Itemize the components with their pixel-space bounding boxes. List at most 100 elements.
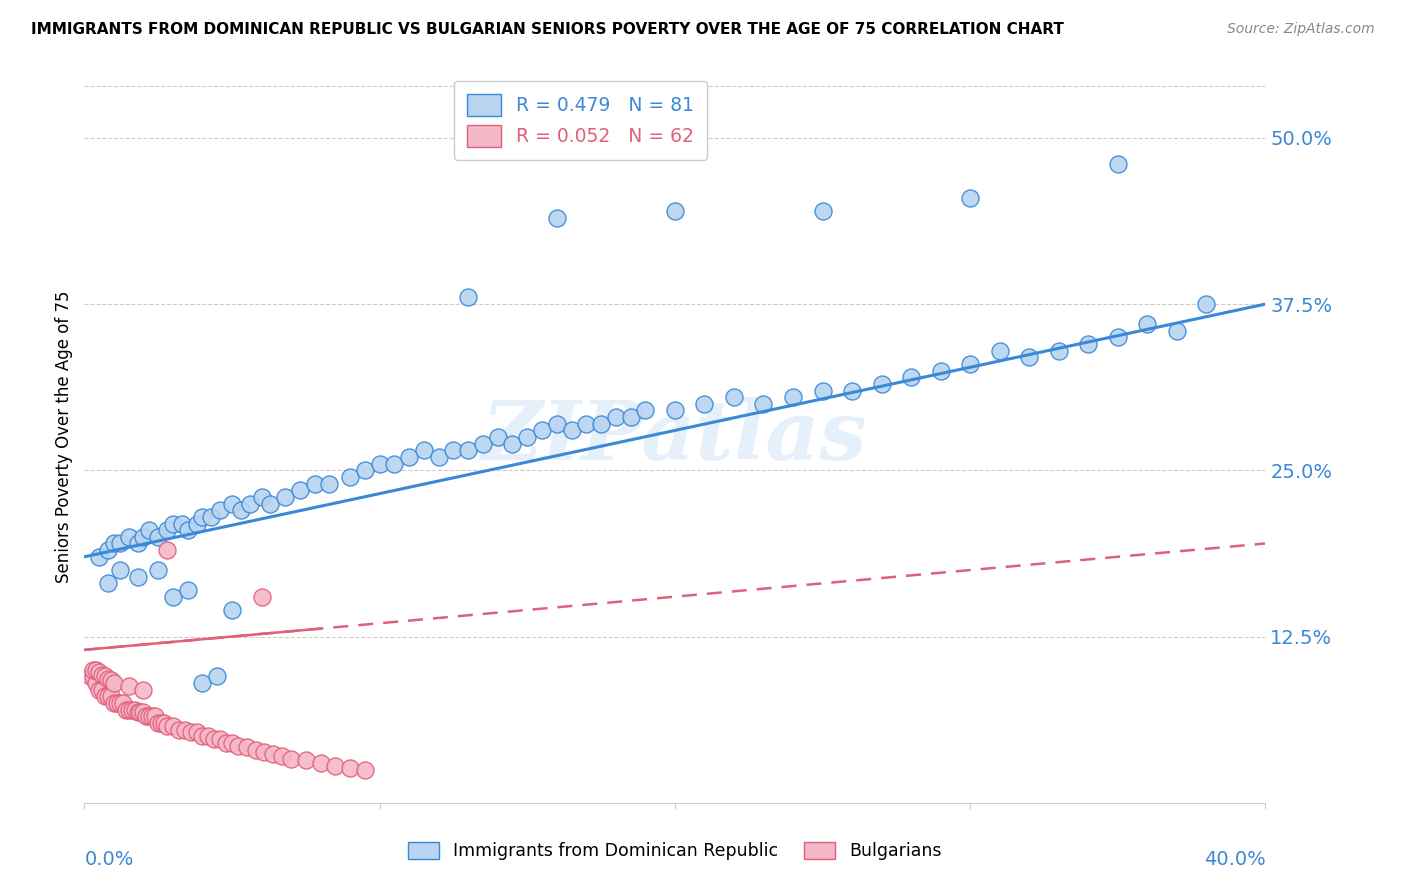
Point [811,204,834,219]
Point [191,509,214,524]
Point [288,483,311,498]
Point [153,716,176,731]
Point [197,729,219,743]
Point [111,696,134,710]
Point [148,716,170,731]
Point [546,211,568,225]
Point [132,682,155,697]
Point [177,582,200,597]
Point [253,745,276,759]
Point [82,669,104,683]
Point [339,470,361,484]
Point [200,509,222,524]
Point [546,417,568,431]
Point [202,731,225,746]
Point [103,696,125,710]
Point [457,443,479,458]
Point [180,725,202,739]
Point [516,430,538,444]
Point [103,676,125,690]
Point [132,530,155,544]
Point [105,696,128,710]
Point [162,719,184,733]
Point [309,756,332,770]
Point [84,676,107,690]
Point [100,673,122,688]
Point [118,679,141,693]
Point [162,516,184,531]
Point [100,690,122,704]
Point [1047,343,1070,358]
Point [167,723,190,737]
Point [929,363,952,377]
Point [97,543,120,558]
Point [84,663,107,677]
Point [94,669,117,683]
Point [486,430,509,444]
Point [531,424,554,438]
Point [118,703,141,717]
Point [575,417,598,431]
Point [1018,351,1040,365]
Point [162,590,184,604]
Point [97,690,120,704]
Point [191,729,214,743]
Point [103,536,125,550]
Point [1136,317,1159,331]
Point [143,709,166,723]
Point [239,497,262,511]
Point [354,763,377,777]
Point [108,563,131,577]
Point [250,590,273,604]
Point [959,191,981,205]
Point [138,709,160,723]
Point [1107,157,1129,171]
Point [339,761,361,775]
Point [173,723,195,737]
Point [900,370,922,384]
Point [271,749,294,764]
Point [1077,337,1099,351]
Point [870,376,893,391]
Point [186,725,208,739]
Point [295,753,318,767]
Point [591,417,613,431]
Point [156,543,179,558]
Point [664,403,686,417]
Point [634,403,657,417]
Text: IMMIGRANTS FROM DOMINICAN REPUBLIC VS BULGARIAN SENIORS POVERTY OVER THE AGE OF : IMMIGRANTS FROM DOMINICAN REPUBLIC VS BU… [31,22,1064,37]
Point [221,736,243,750]
Point [127,536,149,550]
Point [156,719,179,733]
Text: Source: ZipAtlas.com: Source: ZipAtlas.com [1227,22,1375,37]
Point [129,706,152,720]
Point [664,204,686,219]
Point [127,706,149,720]
Point [191,676,214,690]
Text: ZIPatlas: ZIPatlas [482,397,868,477]
Point [118,530,141,544]
Y-axis label: Seniors Poverty Over the Age of 75: Seniors Poverty Over the Age of 75 [55,291,73,583]
Point [382,457,406,471]
Point [229,503,252,517]
Point [114,703,136,717]
Point [561,424,583,438]
Point [368,457,391,471]
Point [138,523,160,537]
Point [87,665,111,680]
Point [262,747,284,761]
Point [811,384,834,398]
Point [413,443,436,458]
Point [209,731,232,746]
Point [124,703,146,717]
Text: 40.0%: 40.0% [1204,850,1265,870]
Point [250,490,273,504]
Point [1166,324,1188,338]
Point [87,682,111,697]
Point [304,476,326,491]
Point [141,709,163,723]
Point [245,742,267,756]
Point [236,739,259,754]
Point [148,563,170,577]
Point [215,736,238,750]
